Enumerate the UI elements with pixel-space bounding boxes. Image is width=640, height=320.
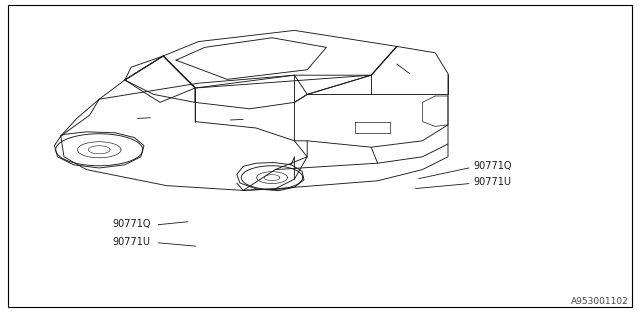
Text: A953001102: A953001102 xyxy=(572,297,629,306)
Text: 90771Q: 90771Q xyxy=(112,219,150,229)
Text: 90771U: 90771U xyxy=(112,236,150,247)
Text: 90771Q: 90771Q xyxy=(474,161,512,172)
Text: 90771U: 90771U xyxy=(474,177,511,188)
